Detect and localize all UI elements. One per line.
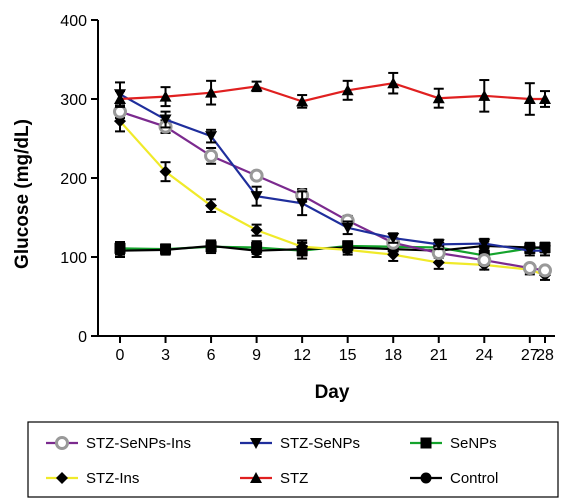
legend-marker xyxy=(420,472,432,484)
legend-label: STZ-Ins xyxy=(86,470,139,487)
x-tick-label: 9 xyxy=(252,347,261,364)
legend-marker xyxy=(420,437,432,449)
legend-item-senps: SeNPs xyxy=(410,435,497,452)
data-point xyxy=(205,86,218,98)
data-point xyxy=(159,90,172,102)
x-tick-label: 6 xyxy=(207,347,216,364)
legend: STZ-SeNPs-Ins STZ-SeNPs SeNPs STZ-Ins STZ Con… xyxy=(27,421,559,498)
x-tick-label: 18 xyxy=(384,347,402,364)
x-tick-label: 21 xyxy=(430,347,448,364)
data-point xyxy=(522,261,537,276)
data-point xyxy=(250,80,263,92)
x-tick-label: 27 xyxy=(521,347,539,364)
y-tick-label: 400 xyxy=(60,13,87,30)
data-point xyxy=(432,256,445,269)
series-stz xyxy=(114,71,551,116)
data-point xyxy=(387,77,400,89)
legend-label: SeNPs xyxy=(450,435,497,452)
data-point xyxy=(251,245,263,257)
legend-marker xyxy=(250,438,262,449)
x-tick-label: 15 xyxy=(339,347,357,364)
legend-label: STZ xyxy=(280,470,308,487)
x-tick-label: 3 xyxy=(161,347,170,364)
legend-item-stz: STZ xyxy=(240,470,308,487)
data-point xyxy=(387,248,400,261)
legend-label: STZ-SeNPs xyxy=(280,435,360,452)
x-tick-label: 0 xyxy=(116,347,125,364)
legend-marker xyxy=(55,436,69,450)
y-tick-label: 300 xyxy=(60,92,87,109)
data-point xyxy=(523,245,536,257)
data-point xyxy=(159,114,172,126)
legend-marker xyxy=(56,472,68,484)
data-point xyxy=(539,93,551,104)
data-point xyxy=(432,92,445,104)
data-point xyxy=(250,224,263,237)
series-layer xyxy=(113,71,552,282)
legend-item-control: Control xyxy=(410,470,498,487)
data-point xyxy=(387,233,400,245)
y-axis-ticks: 0 100 200 300 400 xyxy=(60,13,98,346)
x-tick-label: 24 xyxy=(475,347,493,364)
data-point xyxy=(160,244,172,256)
y-tick-label: 0 xyxy=(78,329,87,346)
data-point xyxy=(205,199,218,212)
data-point xyxy=(478,238,491,250)
data-point xyxy=(478,89,491,101)
data-point xyxy=(114,245,126,257)
data-point xyxy=(523,93,536,104)
data-point xyxy=(432,239,445,251)
legend-item-stz-senps: STZ-SeNPs xyxy=(240,435,360,452)
legend-item-stz-senps-ins: STZ-SeNPs-Ins xyxy=(46,435,191,452)
y-tick-label: 100 xyxy=(60,250,87,267)
series-line xyxy=(119,93,545,252)
x-tick-label: 28 xyxy=(536,347,554,364)
data-point xyxy=(205,131,218,143)
data-point xyxy=(249,168,264,183)
data-point xyxy=(341,84,354,96)
data-point xyxy=(341,243,354,256)
data-point xyxy=(250,191,263,203)
y-tick-label: 200 xyxy=(60,171,87,188)
data-point xyxy=(296,240,309,253)
y-axis-title: Glucose (mg/dL) xyxy=(12,119,33,269)
data-point xyxy=(539,245,551,257)
series-stz-senps xyxy=(114,81,551,257)
data-point xyxy=(296,198,309,210)
legend-box xyxy=(27,421,559,498)
data-point xyxy=(205,240,217,252)
legend-marker xyxy=(250,472,262,483)
data-point xyxy=(477,253,492,268)
x-axis-title: Day xyxy=(315,382,350,403)
data-point xyxy=(296,95,309,107)
data-point xyxy=(114,93,126,104)
data-point xyxy=(204,148,219,163)
legend-label: Control xyxy=(450,470,498,487)
legend-item-stz-ins: STZ-Ins xyxy=(46,470,139,487)
legend-label: STZ-SeNPs-Ins xyxy=(86,435,191,452)
data-point xyxy=(538,263,552,278)
data-point xyxy=(159,165,172,178)
x-tick-label: 12 xyxy=(293,347,311,364)
data-point xyxy=(341,222,354,234)
